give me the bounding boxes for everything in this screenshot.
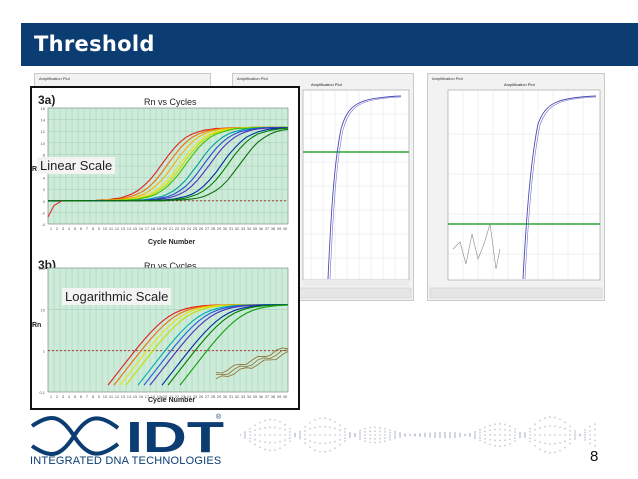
x-tick-label: 12 bbox=[115, 394, 120, 399]
x-tick-label: 24 bbox=[187, 394, 192, 399]
logo-letters: IDT bbox=[126, 414, 224, 456]
x-tick-label: 21 bbox=[169, 394, 174, 399]
dna-dots-decoration bbox=[240, 410, 610, 460]
idt-logo-mark: IDT bbox=[30, 414, 230, 456]
x-tick-label: 9 bbox=[98, 394, 101, 399]
x-tick-label: 4 bbox=[68, 394, 71, 399]
x-tick-label: 8 bbox=[92, 394, 95, 399]
slide-title: Threshold bbox=[34, 32, 155, 56]
x-tick-label: 33 bbox=[241, 394, 246, 399]
log-scale-label: Logarithmic Scale bbox=[62, 288, 171, 305]
x-tick-label: 28 bbox=[211, 394, 216, 399]
x-tick-label: 18 bbox=[151, 394, 156, 399]
right-amplification-plot bbox=[428, 74, 604, 300]
x-tick-label: 39 bbox=[277, 394, 282, 399]
x-tick-label: 25 bbox=[193, 394, 198, 399]
composite-chart-figure: 3a) Rn vs Cycles Rn Cycle Number 1614121… bbox=[30, 86, 300, 410]
y-tick-label: 10 bbox=[41, 307, 46, 312]
x-tick-label: 13 bbox=[121, 394, 126, 399]
x-tick-label: 20 bbox=[163, 394, 168, 399]
company-name: INTEGRATED DNA TECHNOLOGIES bbox=[30, 455, 221, 467]
registered-mark: ® bbox=[216, 414, 221, 421]
title-bar: Threshold bbox=[21, 23, 638, 66]
x-tick-label: 23 bbox=[181, 394, 186, 399]
log-scale-plot: 1001010.11 2 3 4 5 6 7 8 9 10 11 12 13 14 15 16 17 18 19 20… bbox=[32, 88, 298, 408]
x-tick-label: 11 bbox=[109, 394, 114, 399]
x-tick-label: 31 bbox=[229, 394, 234, 399]
x-tick-label: 2 bbox=[56, 394, 59, 399]
x-tick-label: 26 bbox=[199, 394, 204, 399]
x-tick-label: 7 bbox=[86, 394, 89, 399]
y-tick-label: 100 bbox=[38, 266, 45, 271]
panel-caption: Amplification Plot bbox=[39, 76, 70, 81]
x-tick-label: 36 bbox=[259, 394, 264, 399]
x-tick-label: 40 bbox=[283, 394, 288, 399]
x-tick-label: 30 bbox=[223, 394, 228, 399]
y-tick-label: 1 bbox=[43, 349, 46, 354]
x-tick-label: 38 bbox=[271, 394, 276, 399]
x-tick-label: 15 bbox=[133, 394, 138, 399]
x-tick-label: 35 bbox=[253, 394, 258, 399]
x-tick-label: 32 bbox=[235, 394, 240, 399]
x-tick-label: 29 bbox=[217, 394, 222, 399]
x-tick-label: 19 bbox=[157, 394, 162, 399]
x-tick-label: 6 bbox=[80, 394, 83, 399]
x-tick-label: 5 bbox=[74, 394, 77, 399]
x-tick-label: 22 bbox=[175, 394, 180, 399]
x-tick-label: 17 bbox=[145, 394, 150, 399]
background-plot-right: Amplification Plot Amplification Plot bbox=[427, 73, 605, 301]
x-tick-label: 1 bbox=[50, 394, 53, 399]
x-tick-label: 34 bbox=[247, 394, 252, 399]
x-tick-label: 16 bbox=[139, 394, 144, 399]
x-tick-label: 37 bbox=[265, 394, 270, 399]
x-tick-label: 27 bbox=[205, 394, 210, 399]
x-tick-label: 14 bbox=[127, 394, 132, 399]
x-tick-label: 3 bbox=[62, 394, 65, 399]
y-tick-label: 0.1 bbox=[39, 390, 45, 395]
x-tick-label: 10 bbox=[103, 394, 108, 399]
page-number: 8 bbox=[590, 448, 598, 465]
